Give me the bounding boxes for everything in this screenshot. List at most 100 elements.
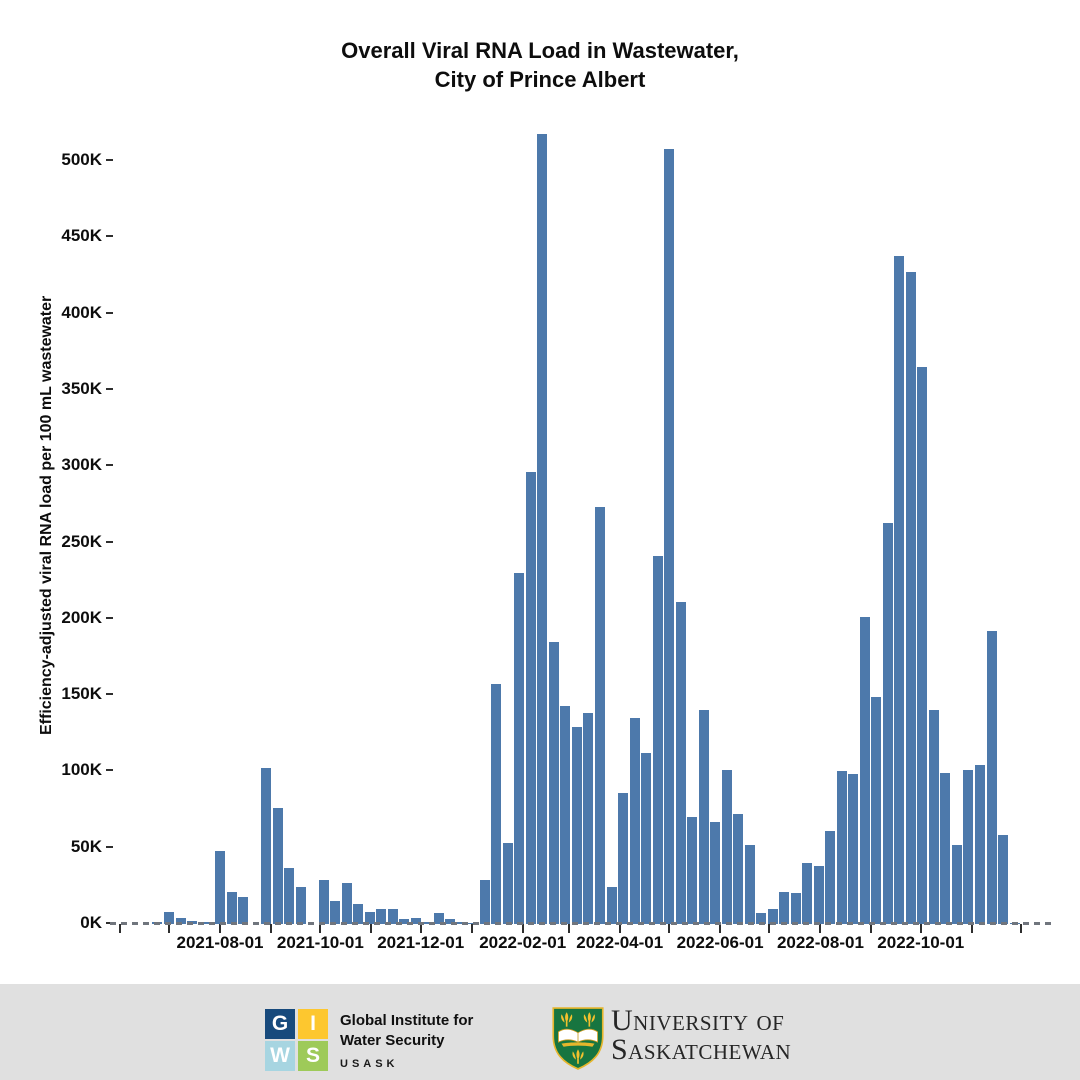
usask-logo-text: University of Saskatchewan [611,1004,792,1066]
bar [502,843,513,924]
chart-title-line1: Overall Viral RNA Load in Wastewater, [341,38,739,63]
bar [514,573,525,924]
giws-square-s: S [298,1041,328,1071]
bar [687,817,698,924]
bar [284,867,295,924]
bar [756,913,767,924]
bar [928,710,939,924]
bar [583,713,594,924]
x-tick-mark [370,924,373,933]
x-tick-mark [118,924,121,933]
bar [341,882,352,924]
x-tick-label: 2021-12-01 [377,933,465,952]
bar [175,917,186,924]
bar [951,844,962,924]
usask-name-line2: Saskatchewan [611,1033,792,1066]
bar [974,765,985,924]
bar [744,844,755,924]
giws-square-g: G [265,1009,295,1039]
bar [399,919,410,924]
bar [698,710,709,924]
bar [525,472,536,924]
bar [571,727,582,924]
bar [318,879,329,924]
x-tick-mark [870,924,873,933]
bar [295,887,306,924]
y-tick-mark [106,464,113,467]
x-tick-label: 2021-10-01 [276,933,364,952]
y-tick-label: 400K [61,302,102,322]
x-tick-mark [567,924,570,933]
y-tick-label: 200K [61,607,102,627]
x-tick-mark [419,924,422,933]
y-tick-mark [106,922,113,924]
x-tick-mark [668,924,671,933]
bar [491,684,502,924]
bar [802,862,813,924]
bar [871,696,882,924]
x-tick-label: 2021-08-01 [176,933,264,952]
bar [376,908,387,924]
bar [721,769,732,924]
bar [560,705,571,924]
bar [917,367,928,924]
x-tick-label: 2022-10-01 [877,933,965,952]
bar [618,792,629,924]
y-tick-mark [106,616,113,619]
bar [261,768,272,924]
giws-name-line2: Water Security [340,1032,445,1049]
bar [353,904,364,924]
bar [479,879,490,924]
bar [629,717,640,924]
y-tick-label: 0K [80,913,102,932]
bar [825,830,836,924]
bar [836,771,847,924]
usask-name-line1: University of [611,1004,785,1037]
footer-banner [0,984,1080,1080]
x-tick-mark [970,924,973,933]
giws-square-i: I [298,1009,328,1039]
bar [767,908,778,924]
giws-logo-text: Global Institute for Water Security USAS… [340,1011,473,1070]
bar [652,556,663,924]
y-tick-mark [106,159,113,161]
bar [905,272,916,924]
x-tick-label: 2022-02-01 [479,933,567,952]
bar [606,887,617,924]
bar [882,522,893,924]
bar [226,891,237,924]
x-tick-mark [319,924,322,933]
y-tick-mark [106,693,113,696]
bar [710,821,721,924]
bar [641,753,652,924]
x-tick-mark [168,924,170,933]
bar [445,919,456,924]
bar [859,617,870,924]
x-tick-mark [819,924,822,933]
x-tick-mark [521,924,524,933]
bar [779,891,790,924]
y-tick-label: 350K [61,378,102,398]
bar [433,913,444,924]
bar [733,814,744,924]
y-tick-mark [106,311,113,314]
y-tick-mark [106,387,113,390]
giws-usask-label: USASK [340,1058,399,1070]
bar [813,866,824,924]
usask-shield-icon [549,1005,607,1076]
bar [410,917,421,924]
bar [537,133,548,924]
bar [675,602,686,924]
bar [364,911,375,924]
bar [215,850,225,924]
bar [986,631,997,924]
chart-title: Overall Viral RNA Load in Wastewater, Ci… [0,36,1080,94]
y-tick-label: 100K [61,760,102,780]
x-tick-mark [618,924,621,933]
x-tick-mark [470,924,473,933]
bar [790,893,801,924]
x-tick-mark [1020,924,1023,933]
y-tick-mark [106,540,113,543]
x-tick-mark [719,924,722,933]
